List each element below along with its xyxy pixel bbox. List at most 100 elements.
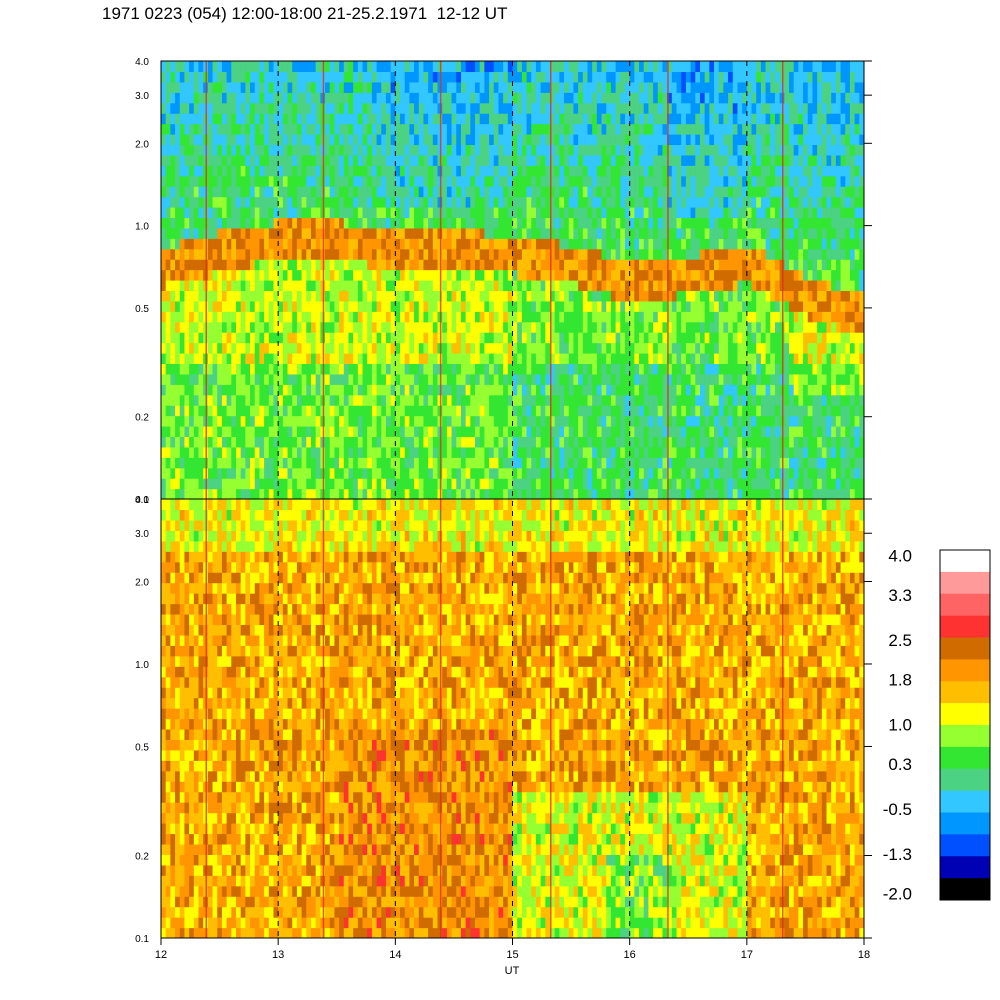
upper-cell (259, 384, 265, 396)
upper-cell (596, 394, 603, 406)
upper-cell (676, 259, 682, 271)
upper-cell (334, 165, 340, 177)
upper-cell (615, 165, 621, 177)
upper-cell (634, 134, 640, 146)
upper-cell (451, 384, 457, 396)
upper-cell (507, 353, 514, 365)
upper-cell (676, 207, 682, 219)
upper-cell (250, 81, 256, 93)
upper-cell (470, 269, 476, 281)
upper-cell (484, 154, 490, 166)
upper-cell (671, 71, 678, 83)
upper-cell (465, 175, 471, 187)
upper-cell (456, 227, 462, 239)
upper-cell (198, 300, 204, 312)
upper-cell (624, 415, 631, 427)
upper-cell (568, 154, 575, 166)
upper-cell (714, 227, 720, 239)
upper-cell (339, 415, 345, 427)
upper-cell (235, 144, 242, 156)
upper-cell (414, 321, 420, 333)
upper-cell (451, 446, 457, 458)
upper-cell (367, 259, 373, 271)
upper-cell (714, 165, 720, 177)
upper-cell (231, 426, 237, 438)
upper-cell (498, 217, 504, 229)
upper-cell (676, 446, 682, 458)
upper-cell (287, 373, 293, 385)
upper-cell (620, 269, 626, 281)
upper-cell (460, 446, 467, 458)
upper-cell (479, 446, 485, 458)
upper-cell (250, 61, 256, 73)
upper-cell (690, 311, 696, 323)
upper-cell (521, 300, 528, 312)
upper-cell (446, 238, 453, 250)
upper-cell (592, 280, 598, 292)
upper-cell (568, 144, 575, 156)
upper-cell (339, 81, 345, 93)
upper-cell (470, 217, 476, 229)
upper-cell (714, 446, 720, 458)
upper-cell (423, 144, 429, 156)
upper-cell (245, 154, 251, 166)
upper-cell (714, 280, 720, 292)
upper-cell (545, 259, 551, 271)
upper-cell (353, 363, 359, 375)
upper-cell (371, 154, 378, 166)
upper-cell (690, 436, 696, 448)
upper-cell (470, 394, 476, 406)
upper-cell (240, 394, 246, 406)
upper-cell (184, 144, 190, 156)
upper-cell (460, 144, 467, 156)
upper-cell (264, 415, 270, 427)
upper-cell (653, 384, 659, 396)
upper-cell (343, 259, 350, 271)
upper-cell (629, 259, 635, 271)
upper-cell (507, 332, 514, 344)
upper-cell (264, 269, 270, 281)
upper-cell (526, 144, 532, 156)
upper-cell (189, 405, 195, 417)
upper-cell (521, 248, 528, 260)
upper-cell (489, 363, 495, 375)
upper-cell (362, 196, 368, 208)
upper-cell (460, 113, 467, 125)
upper-cell (409, 186, 415, 198)
upper-cell (484, 321, 490, 333)
upper-cell (381, 248, 387, 260)
upper-cell (367, 280, 373, 292)
upper-cell (268, 290, 275, 302)
upper-cell (278, 113, 284, 125)
upper-cell (418, 290, 425, 302)
upper-cell (353, 71, 359, 83)
upper-cell (423, 154, 429, 166)
upper-cell (540, 81, 546, 93)
upper-cell (339, 311, 345, 323)
upper-cell (446, 384, 453, 396)
upper-cell (348, 363, 354, 375)
upper-cell (306, 81, 312, 93)
upper-cell (648, 405, 654, 417)
upper-cell (254, 478, 261, 490)
upper-cell (179, 290, 186, 302)
upper-cell (362, 280, 368, 292)
upper-cell (395, 373, 401, 385)
upper-cell (639, 144, 645, 156)
upper-cell (535, 134, 542, 146)
upper-cell (653, 342, 659, 354)
upper-cell (357, 384, 364, 396)
upper-cell (385, 290, 392, 302)
upper-cell (578, 478, 584, 490)
upper-cell (615, 446, 621, 458)
upper-cell (470, 436, 476, 448)
upper-cell (259, 269, 265, 281)
upper-cell (475, 300, 481, 312)
upper-cell (620, 92, 626, 104)
upper-cell (549, 269, 556, 281)
upper-cell (221, 81, 228, 93)
upper-cell (226, 81, 232, 93)
upper-cell (479, 321, 485, 333)
upper-cell (498, 61, 504, 73)
upper-cell (184, 227, 190, 239)
